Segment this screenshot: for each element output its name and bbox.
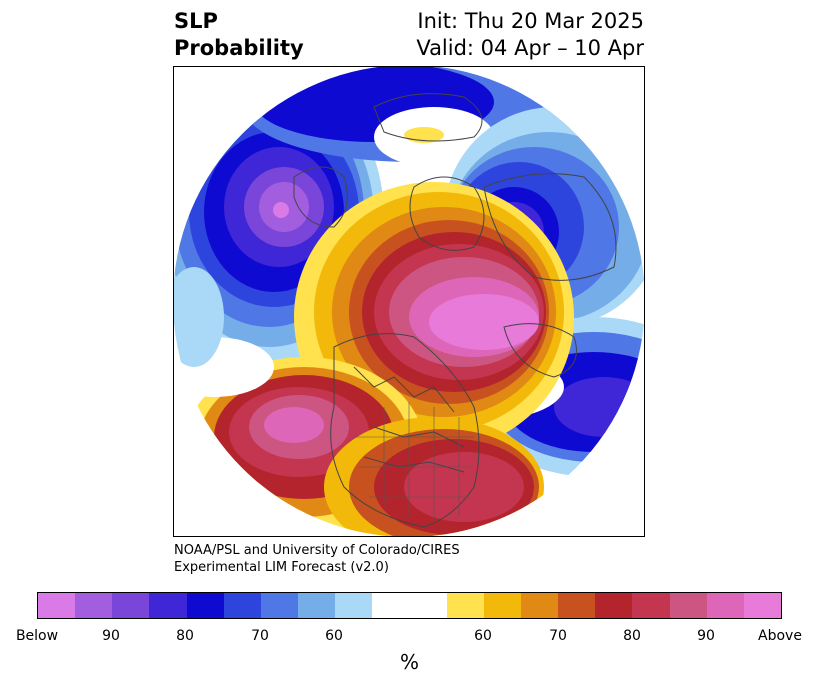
- colorbar-segment: [669, 593, 707, 618]
- valid-range: Valid: 04 Apr – 10 Apr: [416, 36, 644, 60]
- init-date: Init: Thu 20 Mar 2025: [417, 9, 644, 33]
- credit-line-1: NOAA/PSL and University of Colorado/CIRE…: [174, 543, 460, 558]
- colorbar-segment: [483, 593, 522, 618]
- colorbar-segment: [38, 593, 76, 618]
- colorbar-segment: [260, 593, 299, 618]
- colorbar-segment: [372, 593, 447, 618]
- tick-label: 60: [325, 628, 343, 644]
- colorbar-segment: [75, 593, 113, 618]
- colorbar: [37, 592, 782, 619]
- credit-line-2: Experimental LIM Forecast (v2.0): [174, 560, 389, 575]
- credit-text: NOAA/PSL and University of Colorado/CIRE…: [174, 542, 460, 576]
- colorbar-segment: [446, 593, 484, 618]
- colorbar-ticks: Below 90 80 70 60 60 70 80 90 Above: [0, 628, 819, 648]
- colorbar-segment: [706, 593, 744, 618]
- tick-label: Above: [758, 628, 802, 644]
- title-type: Probability: [174, 36, 304, 60]
- tick-label: 70: [549, 628, 567, 644]
- polar-map: [174, 67, 644, 536]
- state-borders: [354, 402, 474, 522]
- colorbar-segment: [595, 593, 633, 618]
- colorbar-unit: %: [399, 650, 419, 674]
- coastlines: [293, 93, 617, 528]
- colorbar-segment: [298, 593, 336, 618]
- tick-label: 60: [474, 628, 492, 644]
- tick-label: 80: [623, 628, 641, 644]
- title-variable: SLP: [174, 9, 218, 33]
- colorbar-segment: [335, 593, 373, 618]
- above-region-arctic: [294, 182, 574, 452]
- tick-label: 90: [102, 628, 120, 644]
- colorbar-segment: [558, 593, 596, 618]
- colorbar-segment: [632, 593, 670, 618]
- title-left: SLP Probability: [174, 8, 304, 62]
- tick-label: 80: [176, 628, 194, 644]
- tick-label: 70: [251, 628, 269, 644]
- title-right: Init: Thu 20 Mar 2025 Valid: 04 Apr – 10…: [416, 8, 644, 62]
- colorbar-segment: [149, 593, 187, 618]
- tick-label: 90: [697, 628, 715, 644]
- colorbar-segment: [223, 593, 261, 618]
- colorbar-segment: [112, 593, 150, 618]
- tick-label: Below: [15, 628, 59, 644]
- colorbar-segment: [521, 593, 559, 618]
- colorbar-segment: [743, 593, 782, 618]
- map-panel: [173, 66, 645, 537]
- colorbar-segment: [186, 593, 224, 618]
